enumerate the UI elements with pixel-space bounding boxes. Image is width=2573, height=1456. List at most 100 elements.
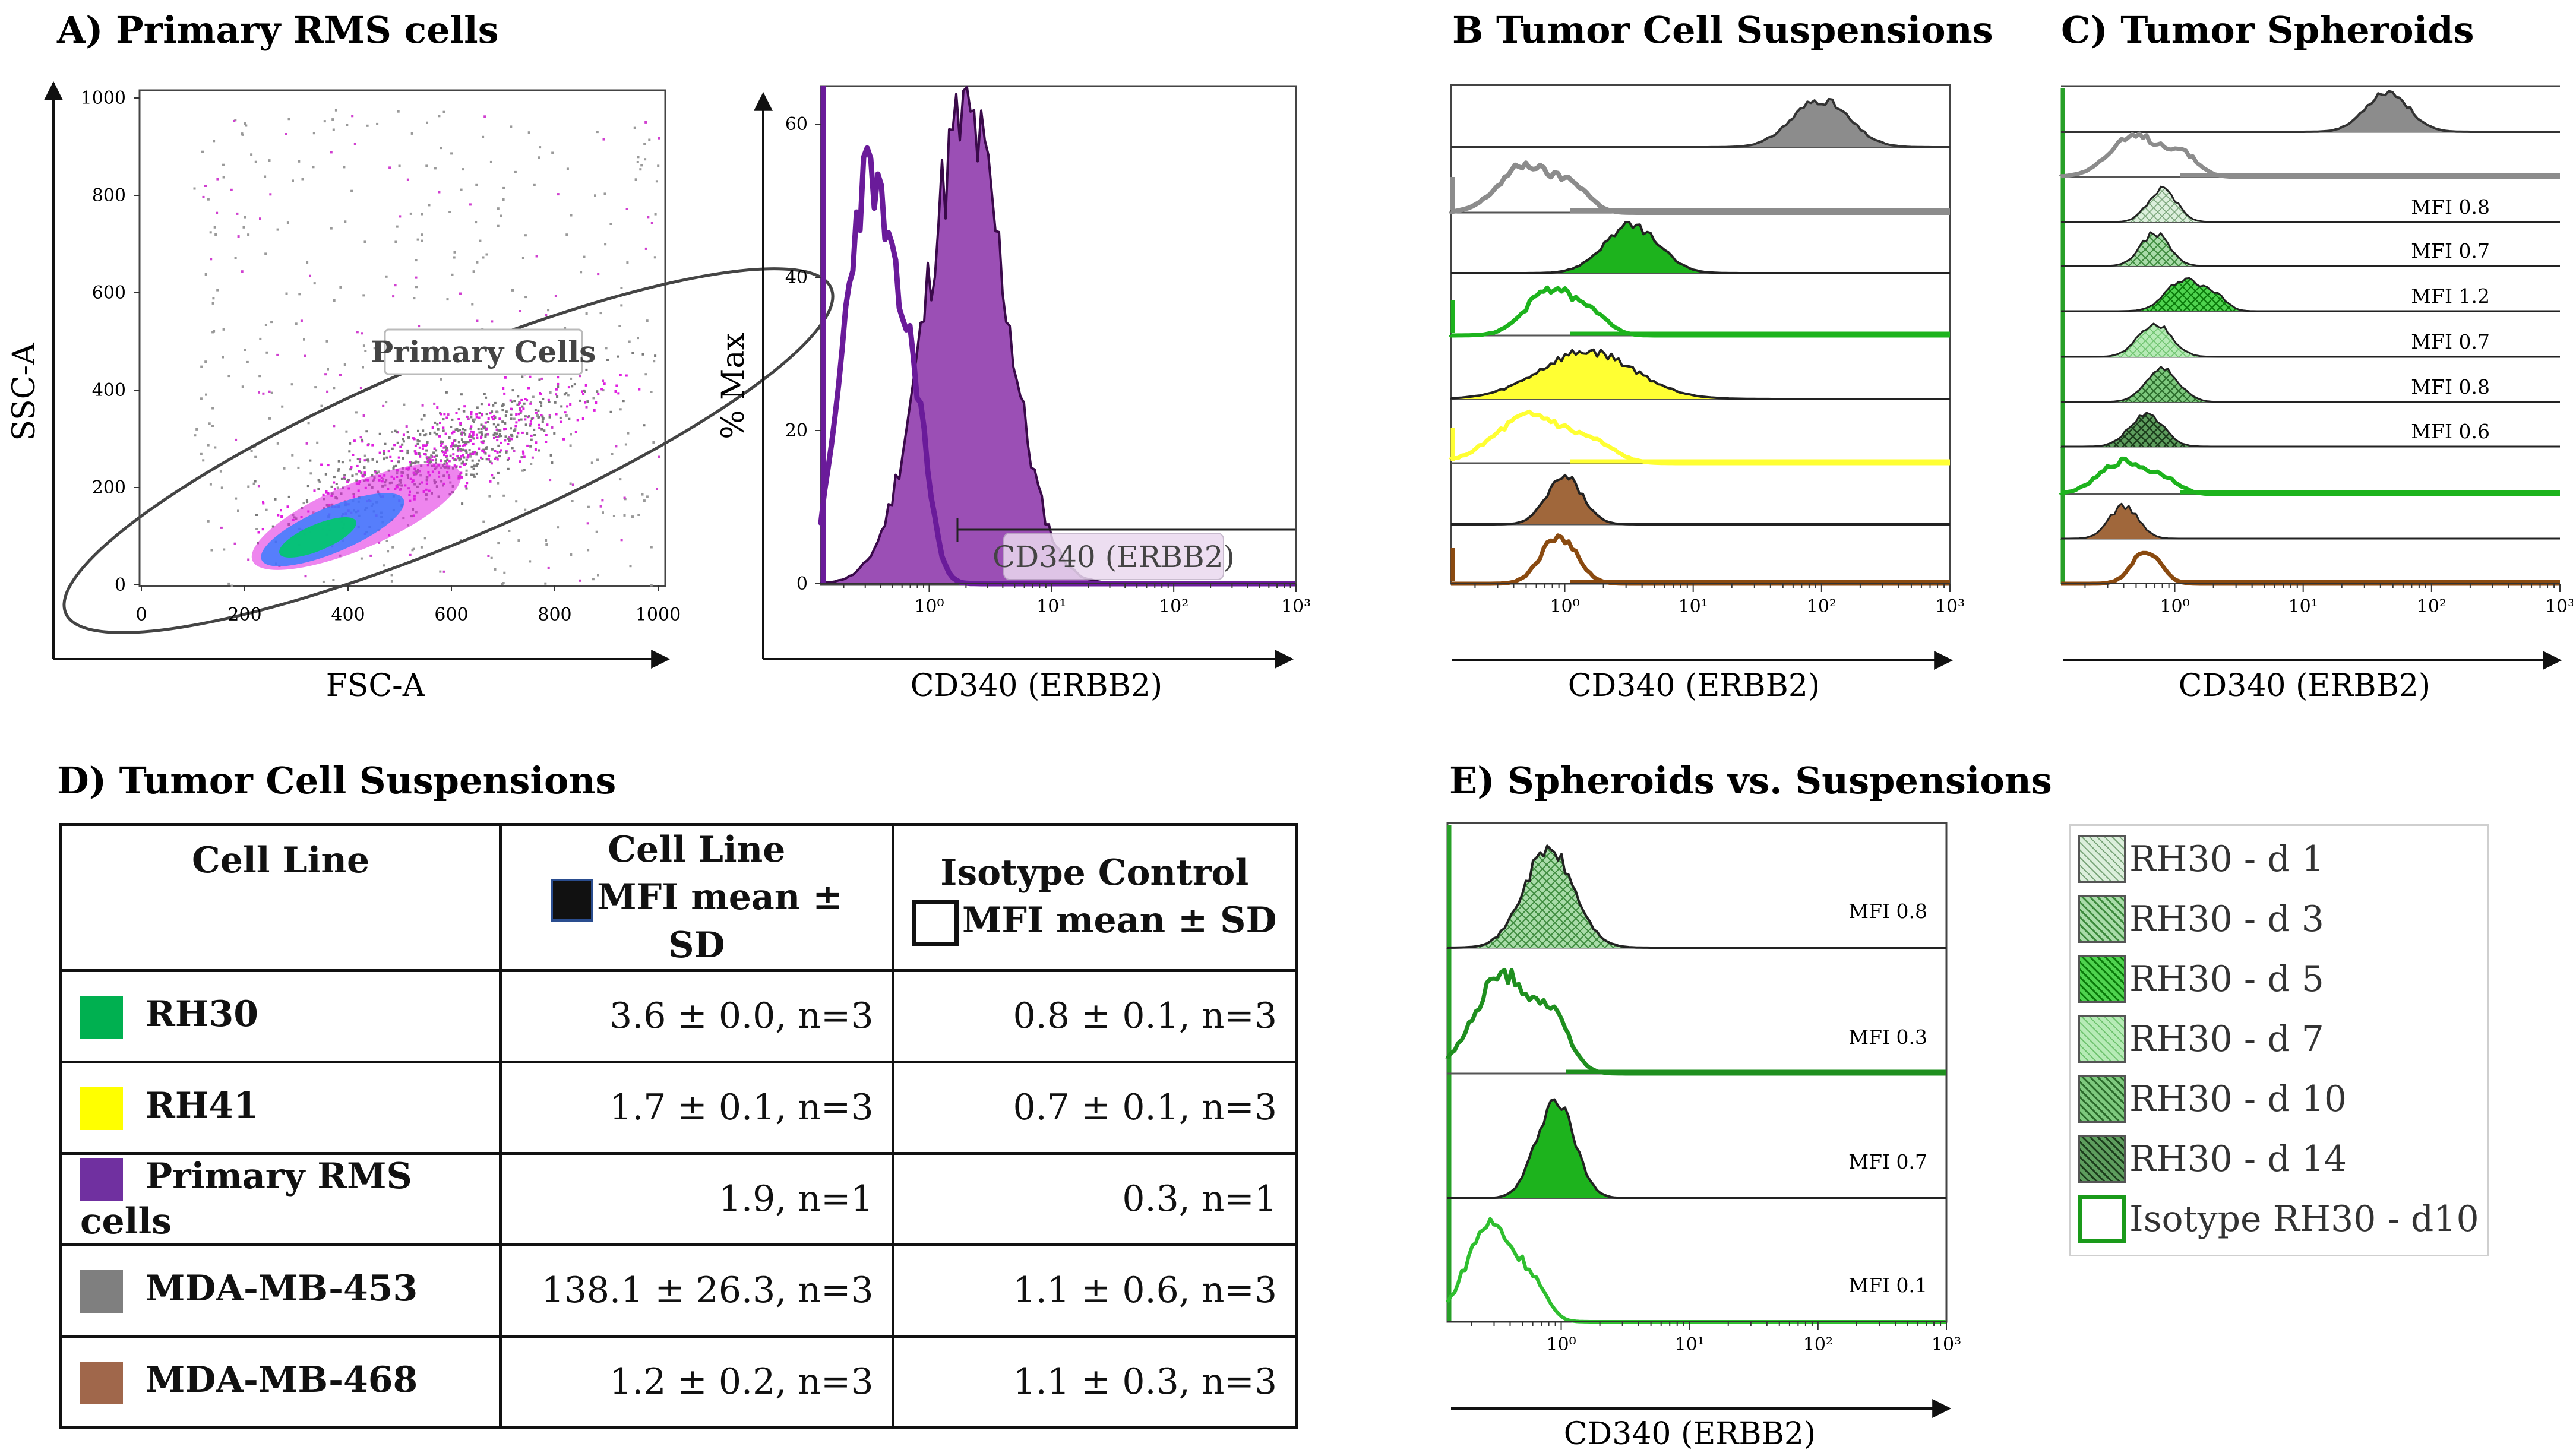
event-dot [255, 514, 258, 516]
event-dot [625, 374, 628, 377]
event-dot [390, 460, 393, 462]
event-dot [417, 429, 419, 432]
event-dot [469, 203, 472, 206]
event-dot [440, 147, 442, 150]
event-dot [481, 433, 483, 436]
event-dot [515, 421, 518, 424]
panel-b-x-tick-label: 10⁰ [1550, 596, 1579, 617]
event-dot [452, 453, 455, 456]
event-dot [216, 178, 219, 181]
event-dot [378, 451, 381, 454]
cell-line-mfi: 3.6 ± 0.0, n=3 [499, 968, 894, 1063]
event-dot [262, 502, 265, 505]
event-dot [361, 332, 363, 335]
event-dot [428, 461, 431, 464]
color-swatch [80, 995, 123, 1039]
event-dot [482, 441, 485, 444]
event-dot [456, 455, 459, 458]
event-dot [457, 457, 460, 460]
event-dot [609, 410, 612, 413]
event-dot [647, 216, 650, 219]
event-dot [254, 480, 257, 483]
event-dot [383, 450, 385, 452]
event-dot [519, 412, 522, 414]
panel-c-x-tick-label: 10² [2417, 596, 2446, 617]
event-dot [644, 158, 647, 161]
event-dot [353, 439, 356, 442]
event-dot [211, 425, 214, 427]
event-dot [202, 459, 205, 462]
event-dot [480, 428, 483, 431]
isotype-mfi: 0.3, n=1 [891, 1151, 1298, 1246]
scatter-x-tick-label: 200 [227, 604, 261, 625]
event-dot [213, 226, 216, 229]
event-dot [405, 425, 408, 428]
event-dot [440, 378, 442, 381]
panel-c-mfi-label: MFI 0.8 [2411, 195, 2490, 219]
panel-c-mfi-label: MFI 0.7 [2411, 330, 2490, 353]
event-dot [314, 386, 317, 389]
event-dot [361, 440, 364, 443]
event-dot [409, 553, 412, 556]
event-dot [573, 383, 576, 386]
event-dot [344, 220, 347, 223]
event-dot [538, 423, 540, 426]
event-dot [413, 438, 416, 441]
event-dot [475, 221, 478, 224]
event-dot [208, 422, 211, 425]
event-dot [327, 368, 329, 371]
table-row: RH41 1.7 ± 0.1, n=3 0.7 ± 0.1, n=3 [59, 1060, 1298, 1155]
event-dot [482, 520, 485, 523]
event-dot [385, 401, 388, 404]
event-dot [497, 224, 500, 227]
event-dot [543, 429, 546, 432]
event-dot [472, 431, 475, 433]
event-dot [324, 373, 327, 376]
event-dot [536, 414, 539, 417]
event-dot [339, 374, 342, 376]
event-dot [475, 416, 478, 419]
event-dot [262, 501, 264, 504]
event-dot [500, 435, 502, 438]
event-dot [581, 390, 583, 393]
event-dot [390, 580, 393, 583]
event-dot [567, 394, 570, 397]
event-dot [595, 401, 598, 404]
event-dot [627, 432, 630, 435]
event-dot [423, 537, 426, 540]
event-dot [482, 450, 485, 452]
event-dot [276, 228, 279, 231]
event-dot [423, 414, 426, 417]
event-dot [508, 436, 511, 439]
event-dot [496, 435, 499, 438]
event-dot [459, 429, 462, 432]
event-dot [219, 470, 222, 473]
event-dot [285, 292, 288, 295]
event-dot [514, 425, 517, 428]
event-dot [327, 464, 330, 467]
hist-y-label: % Max [716, 333, 751, 439]
event-dot [433, 455, 436, 458]
event-dot [548, 401, 551, 403]
event-dot [619, 374, 622, 376]
event-dot [476, 406, 479, 409]
event-dot [551, 151, 554, 154]
panel-e-x-ticks: 10⁰ 10¹ 10² 10³ [1447, 1321, 1961, 1355]
panel-a-title: A) Primary RMS cells [56, 8, 499, 52]
event-dot [529, 420, 532, 423]
event-dot [309, 472, 312, 475]
event-dot [230, 584, 233, 587]
event-dot [236, 212, 239, 215]
event-dot [482, 135, 485, 138]
isotype-mfi: 1.1 ± 0.3, n=3 [891, 1334, 1298, 1429]
event-dot [454, 445, 457, 448]
event-dot [486, 433, 489, 436]
event-dot [195, 428, 198, 431]
event-dot [254, 160, 257, 163]
event-dot [500, 441, 502, 444]
event-dot [373, 347, 376, 350]
event-dot [539, 393, 542, 395]
panel-b-hist-line [1451, 97, 1950, 148]
event-dot [470, 425, 473, 428]
event-dot [498, 417, 501, 420]
